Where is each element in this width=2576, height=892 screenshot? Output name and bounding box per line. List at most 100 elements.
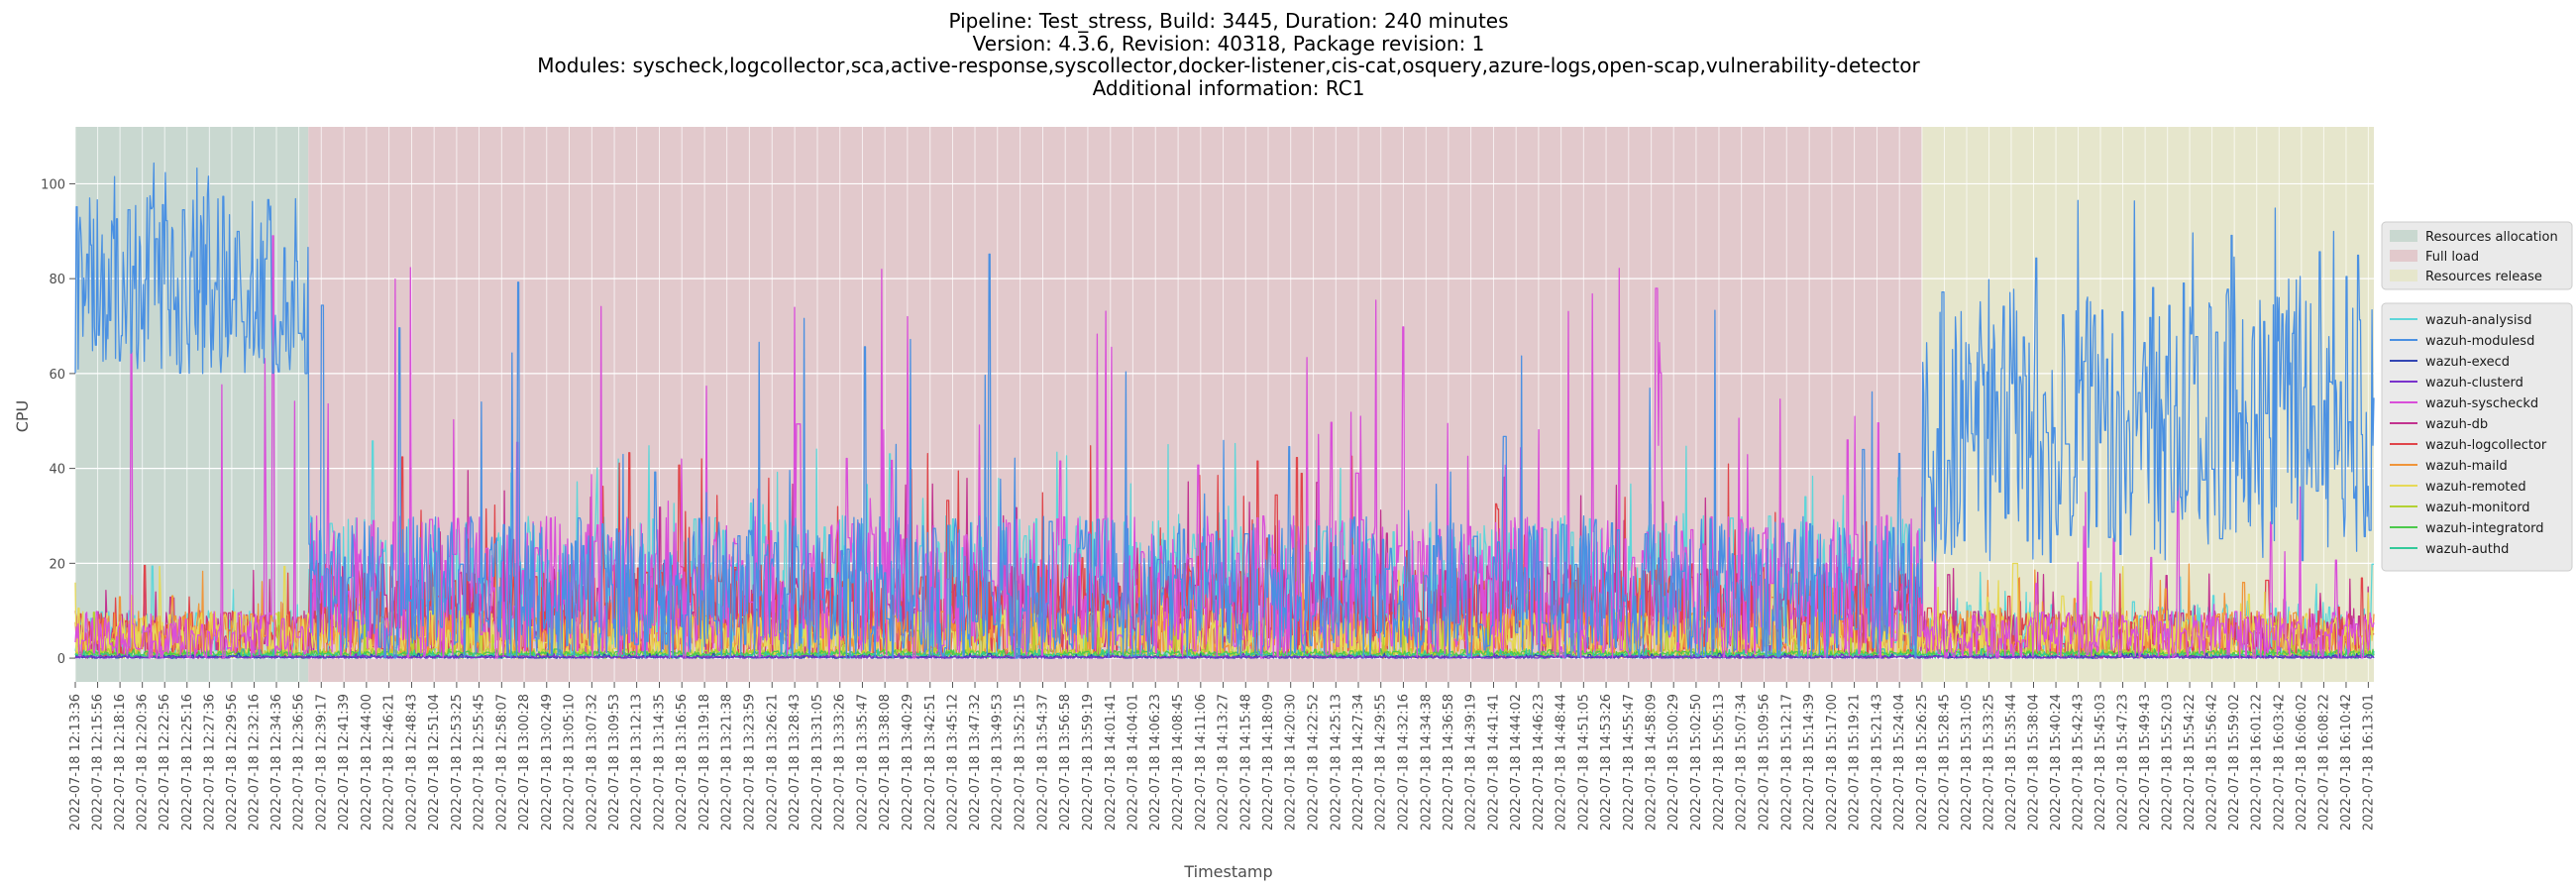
x-tick-label: 2022-07-18 12:22:56 [158, 694, 172, 831]
phase-legend-label: Full load [2425, 250, 2479, 265]
x-tick-label: 2022-07-18 13:40:29 [901, 694, 915, 831]
x-tick-label: 2022-07-18 14:53:26 [1599, 694, 1614, 831]
x-tick-label: 2022-07-18 13:05:10 [562, 694, 577, 831]
chart-title-line-3: Modules: syscheck,logcollector,sca,activ… [537, 54, 1920, 77]
x-tick-label: 2022-07-18 13:35:47 [855, 694, 870, 831]
y-tick-label: 100 [41, 177, 65, 192]
x-tick-label: 2022-07-18 12:39:17 [314, 694, 329, 831]
series-line-wazuh-modulesd [74, 162, 2375, 659]
series-legend-label: wazuh-logcollector [2425, 438, 2547, 453]
series-legend-label: wazuh-syscheckd [2425, 396, 2538, 411]
x-tick-label: 2022-07-18 15:21:43 [1870, 694, 1884, 831]
x-tick-label: 2022-07-18 12:55:45 [472, 694, 486, 831]
phase-legend-swatch [2390, 270, 2417, 281]
x-tick-label: 2022-07-18 15:17:00 [1825, 694, 1840, 831]
series-line-wazuh-maild [74, 563, 2375, 659]
x-tick-label: 2022-07-18 16:06:02 [2295, 694, 2309, 831]
x-tick-label: 2022-07-18 14:55:47 [1622, 694, 1637, 831]
x-tick-label: 2022-07-18 15:33:25 [1983, 694, 1997, 831]
x-tick-label: 2022-07-18 15:31:05 [1960, 694, 1975, 831]
series-legend-label: wazuh-maild [2425, 459, 2508, 474]
y-axis-title: CPU [13, 400, 32, 433]
phase-legend-label: Resources release [2425, 270, 2542, 284]
series-legend-label: wazuh-authd [2425, 542, 2509, 557]
y-tick-label: 60 [49, 368, 65, 383]
x-tick-label: 2022-07-18 14:41:41 [1486, 694, 1501, 831]
x-tick-label: 2022-07-18 12:48:43 [404, 694, 419, 831]
x-tick-label: 2022-07-18 15:00:29 [1666, 694, 1681, 831]
x-tick-label: 2022-07-18 13:14:35 [653, 694, 668, 831]
x-tick-label: 2022-07-18 14:32:16 [1396, 694, 1411, 831]
x-tick-label: 2022-07-18 15:56:42 [2205, 694, 2220, 831]
series-legend-label: wazuh-clusterd [2425, 376, 2523, 390]
x-tick-label: 2022-07-18 12:46:21 [382, 694, 397, 831]
x-tick-label: 2022-07-18 15:26:25 [1915, 694, 1930, 831]
x-tick-label: 2022-07-18 15:14:39 [1802, 694, 1817, 831]
x-axis: 2022-07-18 12:13:36 2022-07-18 12:15:56 20… [68, 682, 2376, 831]
series-lines [74, 162, 2375, 659]
x-tick-label: 2022-07-18 13:52:15 [1014, 694, 1028, 831]
series-legend-label: wazuh-remoted [2425, 480, 2526, 495]
x-tick-label: 2022-07-18 15:59:02 [2227, 694, 2242, 831]
series-legend-label: wazuh-integratord [2425, 521, 2544, 536]
x-tick-label: 2022-07-18 12:51:04 [427, 694, 442, 831]
x-tick-label: 2022-07-18 13:26:21 [765, 694, 780, 831]
x-tick-label: 2022-07-18 13:09:53 [607, 694, 622, 831]
x-tick-label: 2022-07-18 15:45:03 [2093, 694, 2108, 831]
x-tick-label: 2022-07-18 13:21:38 [720, 694, 735, 831]
x-tick-label: 2022-07-18 14:11:06 [1194, 694, 1209, 831]
x-tick-label: 2022-07-18 13:49:53 [991, 694, 1006, 831]
x-tick-label: 2022-07-18 14:20:30 [1284, 694, 1299, 831]
x-tick-label: 2022-07-18 12:58:07 [494, 694, 509, 831]
x-tick-label: 2022-07-18 13:00:28 [517, 694, 532, 831]
x-tick-label: 2022-07-18 14:01:41 [1104, 694, 1119, 831]
x-tick-label: 2022-07-18 15:09:56 [1758, 694, 1772, 831]
x-tick-label: 2022-07-18 14:22:52 [1307, 694, 1322, 831]
phase-legend-swatch [2390, 250, 2417, 262]
x-tick-label: 2022-07-18 14:18:09 [1261, 694, 1276, 831]
x-tick-label: 2022-07-18 12:27:36 [202, 694, 217, 831]
x-tick-label: 2022-07-18 14:08:45 [1171, 694, 1186, 831]
x-tick-label: 2022-07-18 16:08:22 [2316, 694, 2331, 831]
y-axis: 0 20 40 60 80 100 [41, 177, 75, 667]
x-tick-label: 2022-07-18 13:45:12 [945, 694, 960, 831]
x-tick-label: 2022-07-18 12:25:16 [180, 694, 195, 831]
phase-legend-label: Resources allocation [2425, 230, 2558, 245]
x-tick-label: 2022-07-18 14:36:58 [1442, 694, 1456, 831]
phase-legend-frame [2381, 221, 2573, 290]
x-tick-label: 2022-07-18 12:18:16 [113, 694, 128, 831]
x-tick-label: 2022-07-18 15:19:21 [1848, 694, 1863, 831]
x-tick-label: 2022-07-18 12:15:56 [91, 694, 106, 831]
phase-legend-swatch [2390, 230, 2417, 242]
x-tick-label: 2022-07-18 12:41:39 [337, 694, 352, 831]
series-legend-label: wazuh-db [2425, 417, 2488, 432]
x-tick-label: 2022-07-18 13:33:26 [833, 694, 848, 831]
chart-title-line-2: Version: 4.3.6, Revision: 40318, Package… [972, 31, 1485, 56]
y-tick-label: 0 [57, 652, 65, 667]
x-tick-label: 2022-07-18 16:13:01 [2361, 694, 2376, 831]
x-tick-label: 2022-07-18 13:19:18 [698, 694, 712, 831]
x-tick-label: 2022-07-18 12:34:36 [269, 694, 284, 831]
x-tick-label: 2022-07-18 15:40:24 [2049, 694, 2064, 831]
x-tick-label: 2022-07-18 14:25:13 [1329, 694, 1343, 831]
x-tick-label: 2022-07-18 15:28:45 [1937, 694, 1952, 831]
x-tick-label: 2022-07-18 16:10:42 [2339, 694, 2354, 831]
x-tick-label: 2022-07-18 15:42:43 [2071, 694, 2086, 831]
x-tick-label: 2022-07-18 15:12:17 [1779, 694, 1794, 831]
series-legend-label: wazuh-analysisd [2425, 313, 2531, 328]
x-tick-label: 2022-07-18 13:42:51 [923, 694, 938, 831]
x-tick-label: 2022-07-18 15:54:22 [2183, 694, 2198, 831]
x-tick-label: 2022-07-18 12:20:36 [136, 694, 151, 831]
x-tick-label: 2022-07-18 15:07:34 [1735, 694, 1750, 831]
chart-title-line-1: Pipeline: Test_stress, Build: 3445, Dura… [948, 9, 1509, 33]
x-tick-label: 2022-07-18 13:56:58 [1058, 694, 1073, 831]
chart-title-line-4: Additional information: RC1 [1092, 75, 1365, 100]
x-tick-label: 2022-07-18 13:47:32 [968, 694, 983, 831]
series-legend-label: wazuh-modulesd [2425, 334, 2534, 349]
x-tick-label: 2022-07-18 14:15:48 [1238, 694, 1253, 831]
x-axis-title: Timestamp [1183, 862, 1272, 881]
series-legend-frame [2381, 302, 2573, 572]
x-tick-label: 2022-07-18 14:34:38 [1419, 694, 1434, 831]
x-tick-label: 2022-07-18 13:38:08 [878, 694, 893, 831]
